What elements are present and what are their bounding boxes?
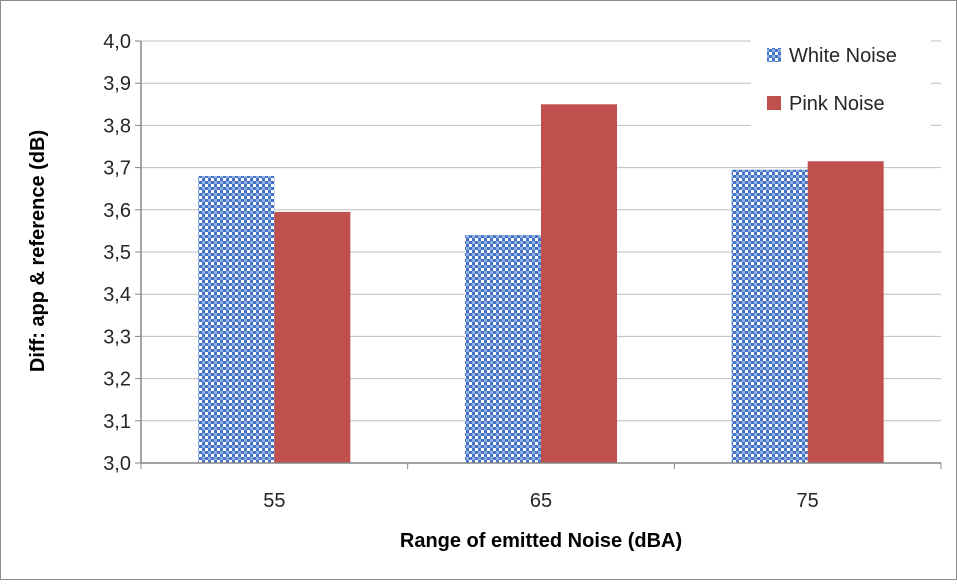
legend-label: Pink Noise bbox=[789, 93, 885, 115]
y-tick-label: 3,0 bbox=[103, 453, 131, 475]
y-axis-title: Diff: app & reference (dB) bbox=[27, 130, 49, 372]
x-tick-label: 55 bbox=[263, 490, 285, 512]
y-tick-label: 3,2 bbox=[103, 369, 131, 391]
bar-white-noise-75 bbox=[731, 169, 808, 463]
y-tick-label: 3,9 bbox=[103, 73, 131, 95]
bar-pink-noise-65 bbox=[541, 104, 617, 464]
y-tick-label: 3,3 bbox=[103, 326, 131, 348]
x-tick-labels: 55 65 75 bbox=[263, 490, 819, 512]
y-tick-label: 3,4 bbox=[103, 284, 131, 306]
x-axis-title: Range of emitted Noise (dBA) bbox=[400, 530, 682, 552]
y-tick-label: 3,1 bbox=[103, 411, 131, 433]
y-tick-label: 3,7 bbox=[103, 158, 131, 180]
legend-background bbox=[751, 31, 931, 131]
y-tick-label: 3,5 bbox=[103, 242, 131, 264]
x-tick-label: 75 bbox=[797, 490, 819, 512]
y-tick-label: 4,0 bbox=[103, 31, 131, 53]
y-tick-label: 3,6 bbox=[103, 200, 131, 222]
bars bbox=[198, 104, 884, 464]
legend-label: White Noise bbox=[789, 45, 897, 67]
y-tick-label: 3,8 bbox=[103, 115, 131, 137]
axes bbox=[140, 41, 942, 469]
legend-swatch bbox=[767, 48, 781, 62]
legend-swatch bbox=[767, 96, 781, 110]
bar-pink-noise-75 bbox=[807, 161, 884, 463]
x-tick-label: 65 bbox=[530, 490, 552, 512]
y-tick-labels: 3,0 3,1 3,2 3,3 3,4 3,5 3,6 3,7 3,8 3,9 4,0 bbox=[103, 31, 131, 475]
bar-white-noise-55 bbox=[198, 176, 275, 464]
bar-pink-noise-55 bbox=[274, 211, 351, 463]
legend: White Noise Pink Noise bbox=[751, 31, 931, 131]
bar-white-noise-65 bbox=[465, 235, 541, 463]
